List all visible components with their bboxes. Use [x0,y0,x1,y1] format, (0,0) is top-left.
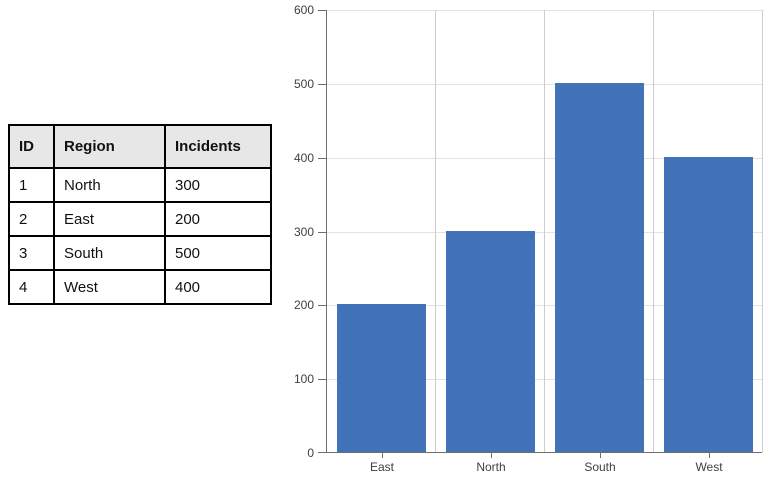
cell-id: 2 [8,201,55,237]
y-axis-tick-100 [318,379,326,381]
x-axis-tick-south [600,453,601,458]
cell-region: West [53,269,166,305]
y-axis-label-300: 300 [293,224,314,239]
cell-region: South [53,235,166,271]
y-axis-tick-400 [318,157,326,159]
x-axis-tick-north [491,453,492,458]
y-axis-tick-0 [318,452,326,453]
y-axis-label-0: 0 [307,446,314,460]
table-row: 2 East 200 [8,201,272,237]
column-header-id: ID [8,124,55,169]
y-axis-label-500: 500 [293,76,314,91]
cell-incidents: 500 [164,235,272,271]
table-header-row: ID Region Incidents [8,124,272,169]
cell-incidents: 200 [164,201,272,237]
bar-east [337,304,426,452]
bar-south [555,82,644,452]
y-axis-tick-300 [318,231,326,233]
x-axis-tick-east [382,453,383,458]
y-axis-tick-200 [318,305,326,307]
cell-id: 3 [8,235,55,271]
y-axis-label-600: 600 [293,3,314,17]
column-header-region: Region [53,124,166,169]
x-axis-label-west: West [695,460,723,474]
column-header-incidents: Incidents [164,124,272,169]
x-axis-tick-west [709,453,710,458]
gridline-vertical-2 [544,10,545,452]
cell-id: 1 [8,167,55,203]
table-row: 1 North 300 [8,167,272,203]
table-row: 3 South 500 [8,235,272,271]
x-axis-label-east: East [369,460,394,474]
y-axis-label-200: 200 [293,298,314,313]
x-axis-label-south: South [584,460,616,474]
cell-id: 4 [8,269,55,305]
y-axis-tick-500 [318,83,326,85]
cell-region: East [53,201,166,237]
gridline-vertical-1 [435,10,436,452]
y-axis-tick-600 [318,10,326,11]
gridline-vertical-3 [653,10,654,452]
cell-region: North [53,167,166,203]
table-row: 4 West 400 [8,269,272,305]
y-axis-label-400: 400 [293,150,314,165]
region-incidents-table: ID Region Incidents 1 North 300 2 East 2… [8,124,272,305]
bar-west [664,156,753,452]
x-axis-label-north: North [476,460,506,474]
y-axis-label-100: 100 [293,372,314,387]
chart-plot-area: 0 100 200 300 400 500 600 East North South West [294,3,763,474]
bar-north [446,230,535,452]
cell-incidents: 300 [164,167,272,203]
cell-incidents: 400 [164,269,272,305]
gridline-vertical-4 [762,10,763,452]
